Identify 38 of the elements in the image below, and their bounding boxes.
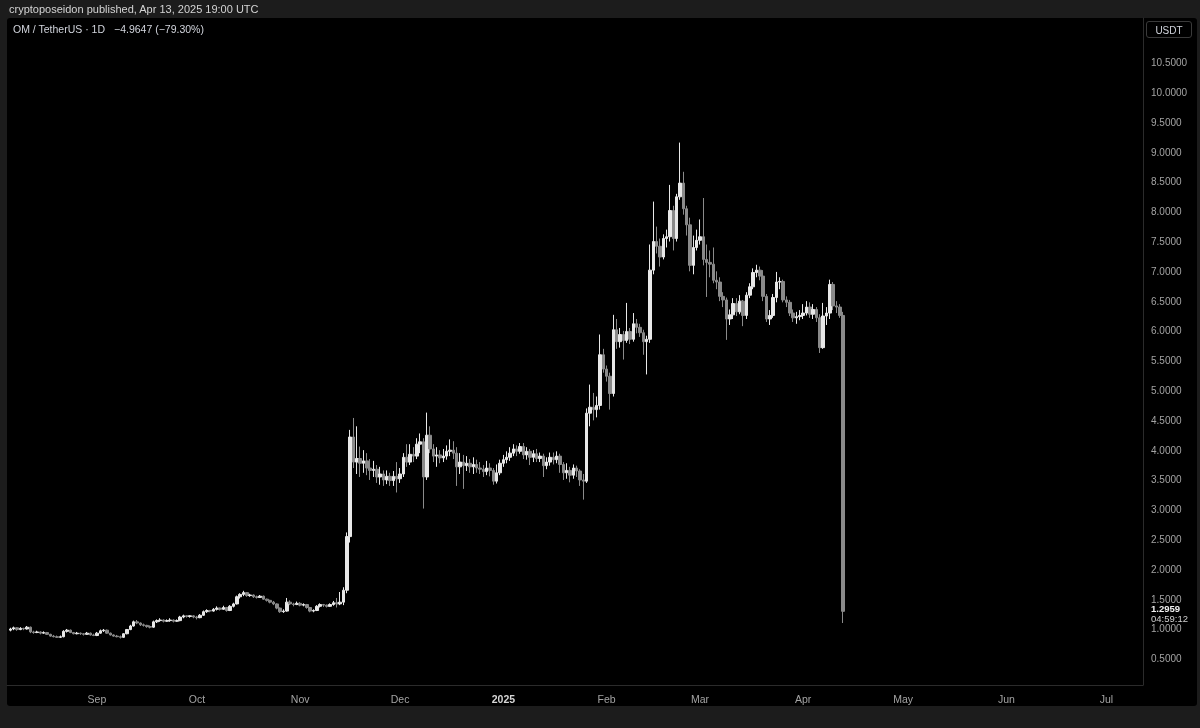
y-tick-label: 9.0000 — [1151, 146, 1183, 158]
y-tick-label: 6.5000 — [1151, 295, 1183, 307]
y-tick-label: 3.0000 — [1151, 504, 1183, 516]
y-tick-label: 8.5000 — [1151, 176, 1183, 188]
x-tick-label: May — [893, 692, 914, 705]
y-tick-label: 10.0000 — [1151, 87, 1188, 99]
y-tick-label: 0.5000 — [1151, 653, 1183, 665]
x-tick-label: Jul — [1099, 692, 1114, 705]
text: 04:59:12 — [1151, 612, 1188, 624]
text: OM / TetherUS · 1D — [13, 22, 105, 36]
y-tick-label: 2.5000 — [1151, 534, 1183, 546]
y-tick-label: 1.0000 — [1151, 623, 1183, 635]
y-tick-label: 7.5000 — [1151, 236, 1183, 248]
x-tick-label: Dec — [390, 692, 410, 705]
chart-subtitle: cryptoposeidon published, Apr 13, 2025 19:00 UTC — [9, 2, 259, 16]
x-tick-label: Nov — [290, 692, 311, 705]
y-tick-label: 4.0000 — [1151, 444, 1183, 456]
y-tick-label: 6.0000 — [1151, 325, 1183, 337]
x-tick-label: Mar — [690, 692, 710, 705]
y-tick-label: 7.0000 — [1151, 265, 1183, 277]
x-tick-label: Feb — [597, 692, 616, 705]
y-tick-label: 3.5000 — [1151, 474, 1183, 486]
y-tick-label: 10.5000 — [1151, 57, 1188, 69]
text: 1.2959 — [1151, 603, 1181, 615]
y-tick-label: 2.0000 — [1151, 563, 1183, 575]
y-tick-label: 4.5000 — [1151, 414, 1183, 426]
y-tick-label: 9.5000 — [1151, 116, 1183, 128]
x-tick-label: Sep — [87, 692, 107, 705]
y-tick-label: 5.0000 — [1151, 385, 1183, 397]
y-tick-label: 1.5000 — [1151, 593, 1183, 605]
x-tick-label: Jun — [997, 692, 1016, 705]
y-tick-label: 8.0000 — [1151, 206, 1183, 218]
annotation: −4.9647 (−79.30%) — [114, 22, 204, 36]
y-axis-title: USDT — [1146, 21, 1192, 38]
x-tick-label: Apr — [795, 692, 812, 705]
y-tick-label: 5.5000 — [1151, 355, 1183, 367]
x-tick-label: 2025 — [491, 692, 516, 705]
x-tick-label: Oct — [188, 692, 206, 705]
